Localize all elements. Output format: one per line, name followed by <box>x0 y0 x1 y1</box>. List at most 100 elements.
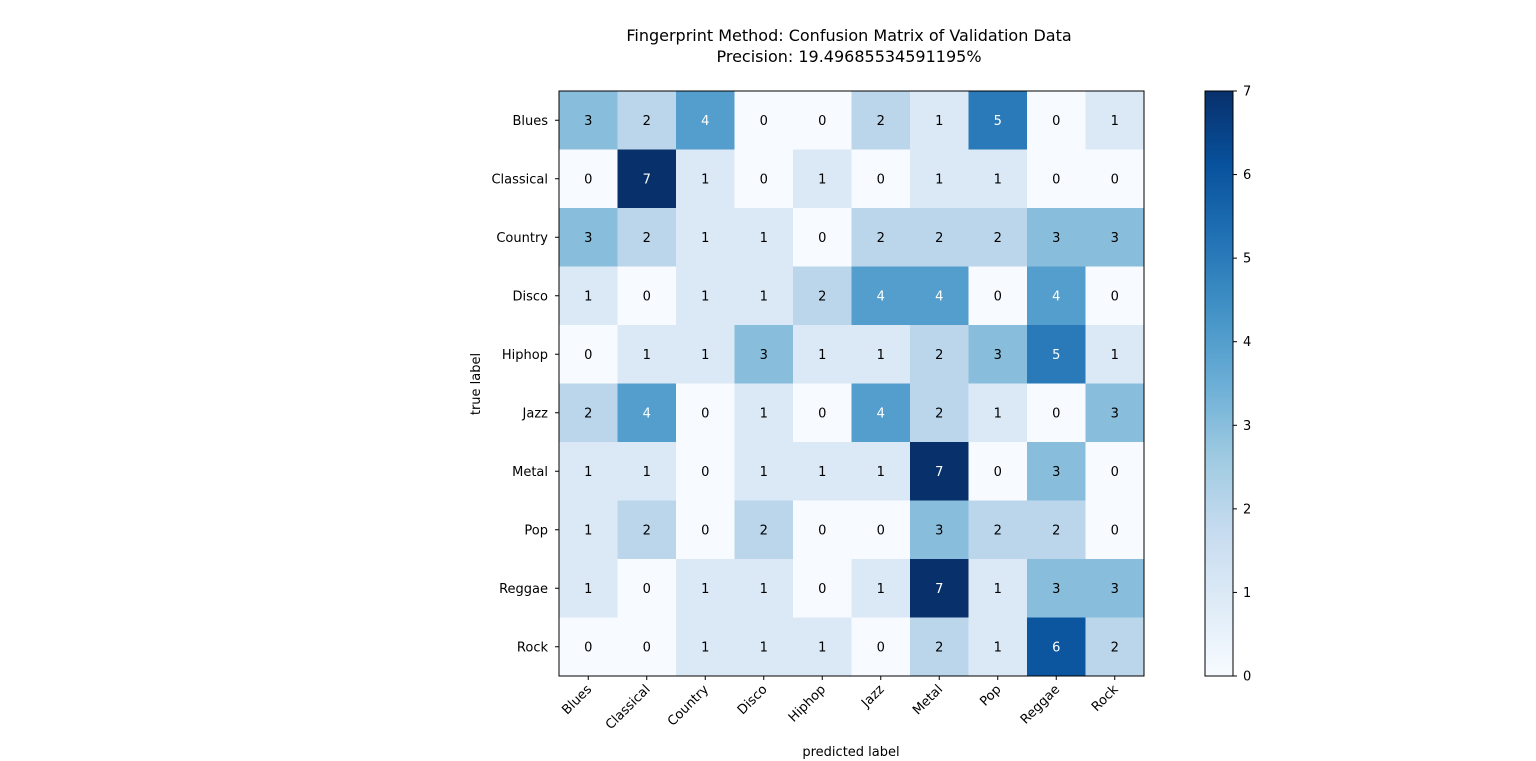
heatmap-cell <box>676 266 735 326</box>
cell-value-label: 0 <box>760 114 768 129</box>
heatmap-cell <box>793 325 852 384</box>
heatmap-cell <box>851 500 911 560</box>
cell-value-label: 2 <box>877 114 885 129</box>
cell-value-label: 0 <box>877 523 885 538</box>
y-tick-label: Rock <box>517 640 549 655</box>
cell-value-label: 1 <box>584 523 592 538</box>
heatmap-cell <box>968 500 1028 560</box>
heatmap-cell <box>910 91 969 150</box>
cell-value-label: 2 <box>584 406 592 421</box>
heatmap-cell <box>851 383 911 443</box>
x-tick-label: Blues <box>559 682 595 718</box>
y-tick-label: Jazz <box>522 406 549 421</box>
cell-value-label: 0 <box>643 640 651 655</box>
cell-value-label: 3 <box>994 348 1002 363</box>
cell-value-label: 4 <box>701 114 709 129</box>
x-tick-label: Metal <box>910 682 946 718</box>
cell-value-label: 3 <box>1111 406 1119 421</box>
y-tick-label: Blues <box>512 114 548 129</box>
cell-value-label: 1 <box>818 465 826 480</box>
cell-value-label: 3 <box>1111 231 1119 246</box>
cell-value-label: 1 <box>877 348 885 363</box>
y-tick-label: Disco <box>513 289 549 304</box>
heatmap-cell <box>676 208 735 267</box>
cell-value-label: 0 <box>1052 172 1060 187</box>
y-axis-label: true label <box>469 353 484 415</box>
y-tick-label: Hiphop <box>502 348 548 363</box>
heatmap-cell <box>851 208 911 267</box>
cell-value-label: 1 <box>701 582 709 597</box>
heatmap-cell <box>734 617 794 677</box>
colorbar-tick-label: 1 <box>1243 586 1251 601</box>
heatmap-cell <box>793 266 852 326</box>
cell-value-label: 1 <box>701 172 709 187</box>
heatmap-cell <box>1085 559 1145 618</box>
cell-value-label: 2 <box>877 231 885 246</box>
heatmap-cell-labels: 3 2 4 0 0 2 1 5 0 1 0 7 1 0 1 0 1 1 0 0 3 2 1 1 0 2 2 2 3 3 1 0 1 1 2 4 4 0 4 0… <box>584 114 1119 656</box>
cell-value-label: 4 <box>643 406 651 421</box>
heatmap-cell <box>559 383 618 443</box>
cell-value-label: 2 <box>818 289 826 304</box>
heatmap-cell <box>617 500 677 560</box>
heatmap-cell <box>734 383 794 443</box>
heatmap-cell <box>851 149 911 209</box>
heatmap-cell <box>910 266 969 326</box>
heatmap-cell <box>559 559 618 618</box>
heatmap-cell <box>617 149 677 209</box>
cell-value-label: 1 <box>701 289 709 304</box>
x-tick-label: Disco <box>735 682 771 718</box>
colorbar: 0 1 2 3 4 5 6 7 <box>1204 85 1251 685</box>
cell-value-label: 7 <box>935 582 943 597</box>
cell-value-label: 0 <box>584 348 592 363</box>
cell-value-label: 0 <box>1052 114 1060 129</box>
cell-value-label: 7 <box>935 465 943 480</box>
heatmap-cell <box>910 559 969 618</box>
x-tick-label: Rock <box>1089 682 1122 715</box>
y-tick-label: Metal <box>512 465 548 480</box>
cell-value-label: 1 <box>818 640 826 655</box>
heatmap-cell <box>1027 208 1086 267</box>
heatmap-cell <box>676 383 735 443</box>
heatmap-cell <box>559 325 618 384</box>
cell-value-label: 0 <box>818 406 826 421</box>
cell-value-label: 0 <box>1111 289 1119 304</box>
heatmap-cell <box>793 91 852 150</box>
heatmap-cell <box>1085 442 1145 501</box>
cell-value-label: 1 <box>994 582 1002 597</box>
heatmap-cell <box>559 91 618 150</box>
cell-value-label: 1 <box>701 348 709 363</box>
heatmap-cell <box>734 325 794 384</box>
cell-value-label: 1 <box>760 582 768 597</box>
colorbar-tick-label: 2 <box>1243 502 1251 517</box>
heatmap-cell <box>559 617 618 677</box>
cell-value-label: 1 <box>643 348 651 363</box>
heatmap-cell <box>734 500 794 560</box>
cell-value-label: 1 <box>877 582 885 597</box>
cell-value-label: 0 <box>584 172 592 187</box>
chart-title: Fingerprint Method: Confusion Matrix of … <box>626 26 1071 45</box>
heatmap-cell <box>617 91 677 150</box>
colorbar-tick-label: 3 <box>1243 419 1251 434</box>
heatmap-cell <box>676 325 735 384</box>
cell-value-label: 1 <box>818 348 826 363</box>
cell-value-label: 3 <box>1052 465 1060 480</box>
heatmap-cell <box>968 149 1028 209</box>
x-tick-label: Country <box>665 682 712 729</box>
heatmap-cell <box>617 559 677 618</box>
cell-value-label: 2 <box>643 523 651 538</box>
heatmap-cell <box>910 500 969 560</box>
heatmap-cell <box>734 559 794 618</box>
heatmap-cell <box>1027 325 1086 384</box>
cell-value-label: 0 <box>643 582 651 597</box>
heatmap-cell <box>734 208 794 267</box>
heatmap-cell <box>1085 266 1145 326</box>
cell-value-label: 2 <box>760 523 768 538</box>
cell-value-label: 1 <box>760 640 768 655</box>
cell-value-label: 1 <box>760 465 768 480</box>
heatmap-cell <box>1085 383 1145 443</box>
heatmap-cell <box>910 617 969 677</box>
cell-value-label: 6 <box>1052 640 1060 655</box>
y-tick-label: Classical <box>491 172 548 187</box>
heatmap-cell <box>851 559 911 618</box>
heatmap-cell <box>617 208 677 267</box>
